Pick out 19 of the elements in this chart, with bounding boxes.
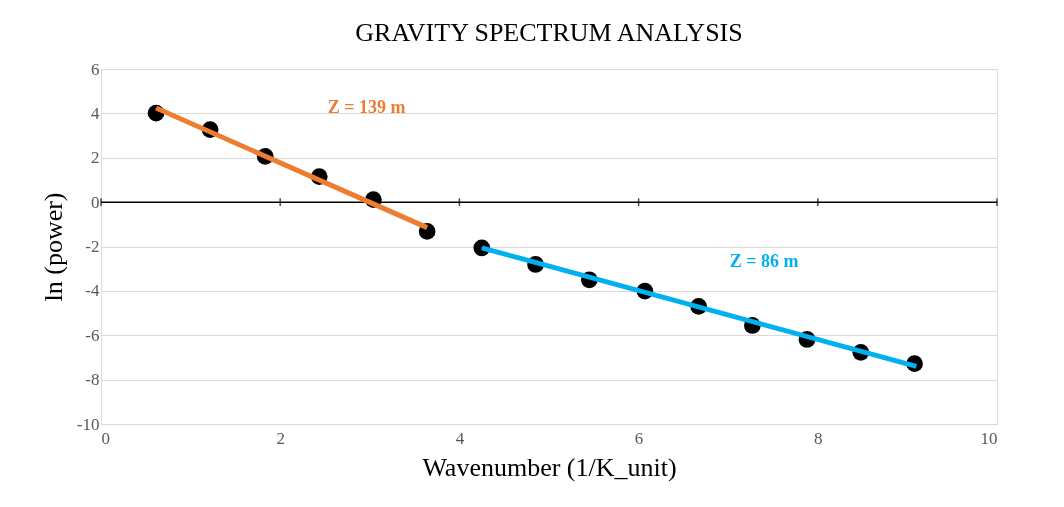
y-tick-label: -8 bbox=[85, 370, 100, 390]
y-tick-label: -2 bbox=[85, 237, 100, 256]
y-tick-label: 4 bbox=[91, 103, 100, 123]
y-tick-label: -4 bbox=[85, 281, 100, 301]
y-tick-label: -10 bbox=[76, 414, 100, 434]
x-axis-title: Wavenumber (1/K_unit) bbox=[422, 452, 677, 482]
x-tick-label: 2 bbox=[276, 428, 285, 448]
annotation: Z = 86 m bbox=[729, 251, 799, 272]
x-tick-label: 8 bbox=[814, 428, 823, 448]
y-tick-label: 6 bbox=[91, 59, 100, 79]
annotation: Z = 139 m bbox=[327, 96, 406, 117]
chart-title: GRAVITY SPECTRUM ANALYSIS bbox=[355, 18, 743, 47]
x-tick-label: 6 bbox=[634, 428, 644, 448]
y-axis-title: ln (power) bbox=[38, 192, 68, 302]
x-tick-label: 4 bbox=[455, 428, 465, 448]
y-tick-label: 2 bbox=[91, 148, 100, 168]
x-tick-label: 10 bbox=[980, 428, 998, 448]
y-tick-label: 0 bbox=[91, 192, 100, 212]
y-tick-label: -6 bbox=[85, 325, 100, 345]
